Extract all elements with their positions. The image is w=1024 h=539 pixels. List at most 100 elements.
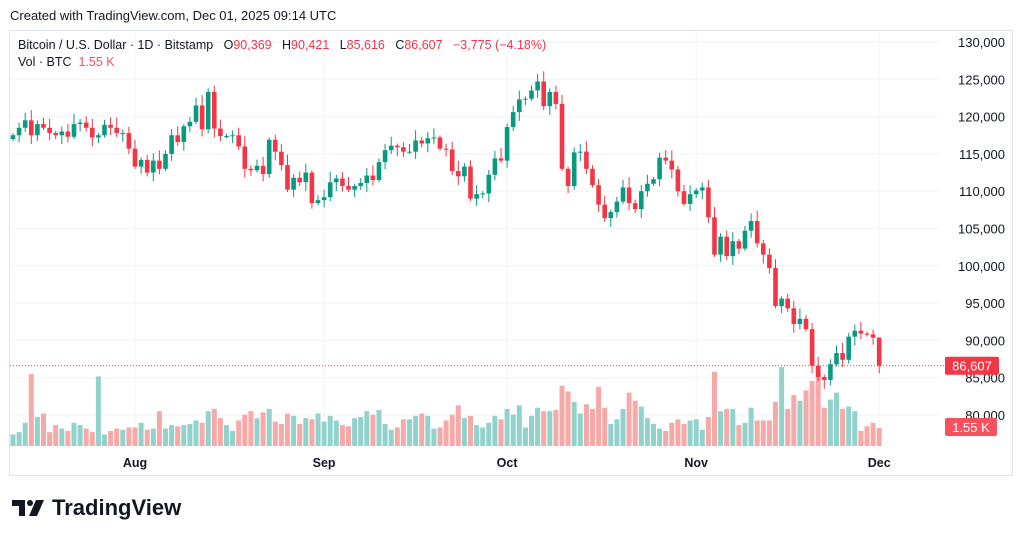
volume-bar	[352, 418, 358, 446]
candle-body	[77, 122, 83, 125]
change-value: −3,775 (−4.18%)	[453, 38, 547, 52]
volume-bar	[596, 386, 602, 446]
svg-text:86,607: 86,607	[952, 359, 992, 374]
volume-bar	[736, 425, 742, 446]
candle-body	[47, 127, 52, 134]
candle-body	[364, 175, 370, 183]
candle-body	[773, 268, 778, 307]
volume-bar	[272, 421, 278, 446]
symbol-title[interactable]: Bitcoin / U.S. Dollar · 1D · Bitstamp	[18, 38, 214, 52]
candle-body	[681, 191, 687, 204]
candle-body	[779, 298, 784, 307]
candle-body	[144, 159, 150, 173]
candle-body	[614, 201, 620, 213]
candle-body	[279, 151, 284, 166]
candle-body	[224, 135, 229, 137]
volume-bar	[583, 404, 589, 446]
candle-body	[273, 139, 278, 152]
volume-bar	[742, 422, 748, 446]
candle-body	[193, 105, 199, 122]
candle-body	[53, 133, 58, 136]
candle-body	[748, 221, 754, 231]
volume-bar	[236, 420, 242, 446]
candle-body	[425, 138, 431, 144]
candle-body	[35, 124, 40, 136]
volume-bar	[144, 429, 150, 446]
candle-body	[712, 217, 717, 255]
volume-bar	[291, 415, 297, 446]
volume-bar	[217, 418, 223, 446]
volume-bar	[455, 405, 461, 446]
candle-body	[663, 157, 668, 161]
volume-bar	[852, 411, 858, 446]
volume-bar	[327, 415, 333, 446]
volume-bar	[169, 425, 175, 446]
candle-body	[437, 137, 443, 149]
candle-body	[626, 187, 632, 204]
candle-body	[90, 127, 95, 138]
candle-body	[22, 120, 28, 128]
volume-bar	[675, 419, 681, 446]
volume-bar	[474, 425, 480, 446]
volume-bar	[120, 429, 126, 446]
volume-bar	[425, 415, 431, 446]
tradingview-logo[interactable]: TradingView	[12, 495, 181, 521]
candle-body	[584, 151, 589, 169]
volume-bar	[730, 408, 736, 446]
candle-body	[541, 81, 546, 107]
volume-bar	[486, 422, 492, 446]
candle-body	[602, 204, 607, 219]
candle-body	[285, 165, 290, 190]
volume-bar	[150, 428, 156, 446]
candle-body	[462, 166, 467, 177]
volume-bar	[712, 371, 717, 446]
tradingview-wordmark: TradingView	[52, 495, 182, 520]
candle-body	[340, 178, 345, 186]
volume-bar	[230, 430, 236, 446]
volume-bar	[785, 408, 791, 446]
volume-bar	[529, 415, 534, 446]
volume-bar	[315, 413, 321, 446]
volume-label[interactable]: Vol · BTC	[18, 55, 72, 69]
candle-body	[480, 193, 485, 195]
candle-body	[413, 140, 418, 152]
volume-bar	[846, 406, 852, 446]
volume-bar	[840, 408, 846, 446]
volume-bar	[175, 426, 181, 446]
volume-bar	[651, 423, 656, 446]
candle-body	[65, 131, 71, 137]
volume-bar	[779, 367, 785, 446]
volume-bar	[553, 410, 559, 446]
candle-body	[761, 243, 766, 255]
price-tick-label: 95,000	[965, 296, 1005, 311]
candle-body	[163, 153, 168, 169]
time-tick-label: Nov	[684, 456, 708, 470]
time-tick-label: Sep	[313, 456, 336, 470]
volume-bar	[364, 411, 370, 446]
volume-bar	[632, 400, 638, 446]
candle-body	[657, 157, 662, 180]
candle-body	[212, 91, 217, 129]
volume-bar	[47, 432, 53, 446]
volume-bar	[321, 421, 327, 446]
volume-bar	[65, 430, 71, 446]
volume-bar	[199, 422, 205, 446]
candle-body	[840, 353, 845, 360]
candle-body	[498, 158, 504, 161]
candle-body	[828, 364, 833, 380]
last-price-badge: 86,607	[945, 356, 999, 375]
volume-bar	[108, 430, 114, 446]
candle-body	[517, 99, 522, 113]
volume-bar	[834, 392, 839, 446]
candle-body	[535, 81, 540, 91]
candle-body	[797, 318, 803, 324]
volume-bar	[309, 419, 315, 446]
candle-body	[169, 135, 174, 154]
candle-body	[565, 168, 571, 186]
candle-body	[327, 182, 333, 198]
volume-bar	[346, 426, 351, 446]
volume-bar	[626, 392, 632, 446]
volume-bar	[59, 428, 65, 446]
volume-bar	[803, 390, 809, 446]
